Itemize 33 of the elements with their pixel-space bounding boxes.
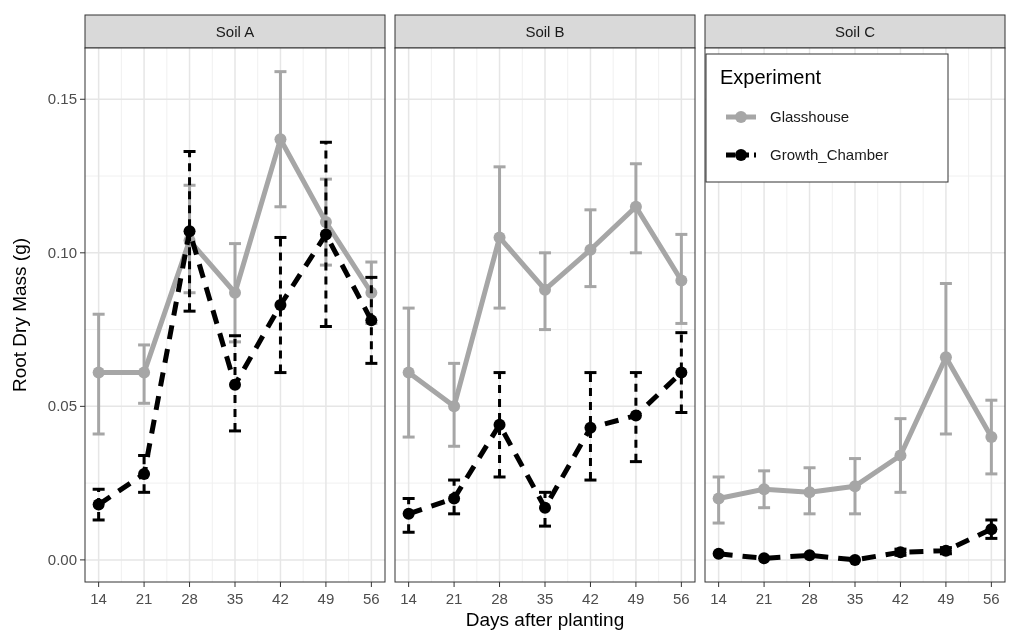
x-tick-label: 42 xyxy=(582,590,599,607)
x-axis-title: Days after planting xyxy=(465,609,625,630)
x-tick-label: 56 xyxy=(983,590,1000,607)
x-tick-label: 56 xyxy=(363,590,380,607)
x-tick-label: 56 xyxy=(673,590,690,607)
x-tick-label: 49 xyxy=(627,590,645,607)
y-tick-label: 0.05 xyxy=(47,397,77,415)
x-tick-label: 28 xyxy=(181,590,198,607)
x-tick-label: 21 xyxy=(445,590,463,607)
chart-title: Soil C xyxy=(834,22,876,40)
x-tick-label: 35 xyxy=(226,590,244,607)
x-tick-label: 35 xyxy=(846,590,864,607)
legend-label: Glasshouse xyxy=(770,108,850,125)
x-tick-label: 14 xyxy=(710,590,727,607)
x-tick-label: 28 xyxy=(801,590,818,607)
x-tick-label: 21 xyxy=(755,590,773,607)
x-tick-label: 14 xyxy=(400,590,417,607)
chart-title: Soil B xyxy=(525,22,565,40)
y-tick-label: 0.00 xyxy=(47,550,77,568)
chart-title: Soil A xyxy=(215,22,255,40)
legend-label: Growth_Chamber xyxy=(770,146,889,163)
y-axis-title: Root Dry Mass (g) xyxy=(9,237,30,393)
x-tick-label: 42 xyxy=(892,590,909,607)
x-tick-label: 21 xyxy=(135,590,153,607)
x-tick-label: 49 xyxy=(937,590,955,607)
y-tick-label: 0.15 xyxy=(47,90,77,108)
y-tick-label: 0.10 xyxy=(47,243,77,261)
x-tick-label: 42 xyxy=(272,590,289,607)
x-tick-label: 49 xyxy=(317,590,335,607)
x-tick-label: 14 xyxy=(90,590,107,607)
x-tick-label: 35 xyxy=(536,590,554,607)
legend-title: Experiment xyxy=(720,66,822,88)
x-tick-label: 28 xyxy=(491,590,508,607)
